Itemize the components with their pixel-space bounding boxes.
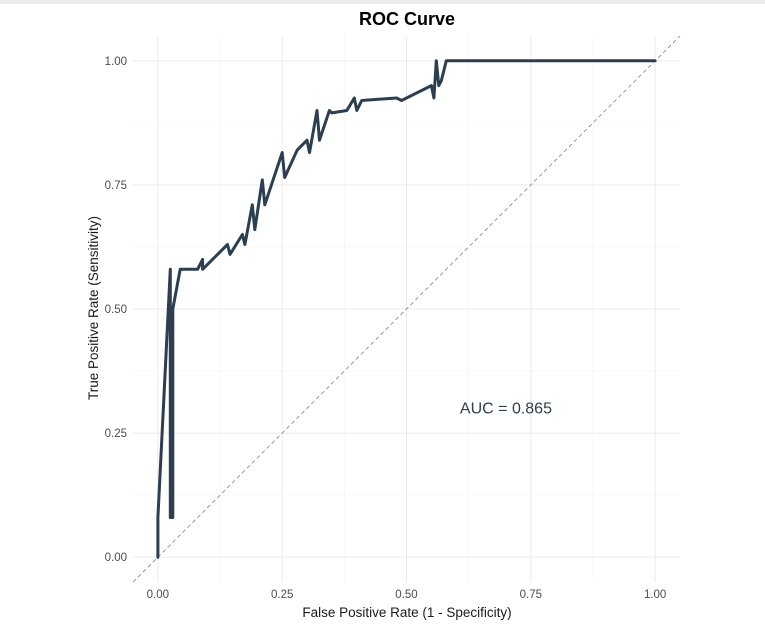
y-tick-label: 0.25 xyxy=(105,428,127,440)
x-tick-label: 0.75 xyxy=(520,589,542,601)
diagonal-reference-line xyxy=(132,35,681,583)
x-tick-label: 0.25 xyxy=(271,589,293,601)
reference-line xyxy=(132,35,681,583)
roc-curve xyxy=(156,59,657,559)
x-tick-label: 1.00 xyxy=(644,589,666,601)
y-tick-label: 1.00 xyxy=(105,56,127,68)
x-axis-title: False Positive Rate (1 - Specificity) xyxy=(302,605,511,620)
top-border xyxy=(0,0,765,4)
y-tick-label: 0.50 xyxy=(105,304,127,316)
x-tick-labels: 0.00 0.25 0.50 0.75 1.00 xyxy=(147,589,667,601)
x-tick-label: 0.00 xyxy=(147,589,169,601)
y-axis-title: True Positive Rate (Sensitivity) xyxy=(86,216,101,400)
chart-title: ROC Curve xyxy=(359,9,455,29)
y-tick-labels: 0.00 0.25 0.50 0.75 1.00 xyxy=(105,56,127,564)
x-tick-label: 0.50 xyxy=(395,589,417,601)
auc-annotation: AUC = 0.865 xyxy=(460,400,552,417)
grid-lines xyxy=(133,36,680,582)
roc-series-line xyxy=(156,59,657,559)
y-tick-label: 0.75 xyxy=(105,180,127,192)
y-tick-label: 0.00 xyxy=(105,552,127,564)
